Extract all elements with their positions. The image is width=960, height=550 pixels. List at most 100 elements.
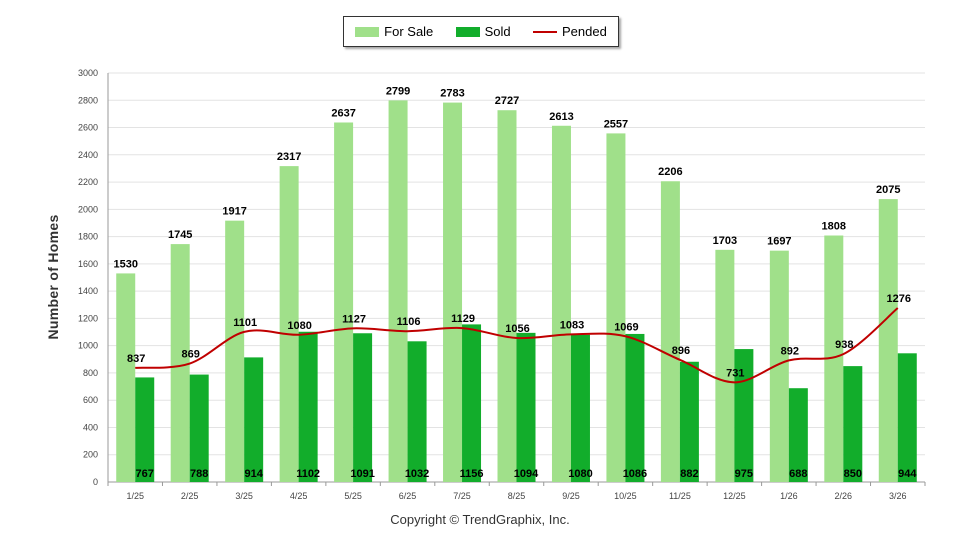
bar-sold [625,333,645,482]
y-tick-label: 1600 [78,259,98,269]
legend-swatch-for-sale [355,26,380,37]
x-tick-label: 5/25 [344,491,362,501]
x-tick-label: 1/26 [780,491,798,501]
data-label-sold: 1102 [296,468,320,480]
data-label-sold: 975 [735,468,753,480]
data-label-pended: 1069 [614,321,638,333]
bar-for-sale [551,125,571,483]
bar-for-sale [225,220,245,483]
bar-for-sale [824,235,844,482]
legend: For Sale Sold Pended [343,16,619,47]
data-label-for-sale: 1917 [222,206,246,218]
y-tick-label: 400 [83,422,98,432]
bar-sold [897,353,917,482]
bar-sold [353,333,373,482]
data-label-for-sale: 1530 [113,258,137,270]
x-tick-label: 3/25 [235,491,253,501]
bar-for-sale [660,181,680,483]
bar-sold [516,332,536,482]
y-tick-label: 200 [83,450,98,460]
bar-sold [189,374,209,482]
data-label-for-sale: 2799 [386,85,410,97]
data-label-sold: 1156 [460,468,484,480]
bar-sold [407,341,427,482]
bar-for-sale [170,244,190,482]
bar-for-sale [715,249,735,482]
y-tick-label: 0 [93,477,98,487]
data-label-pended: 892 [781,345,799,357]
data-label-for-sale: 2206 [658,166,682,178]
data-label-sold: 1086 [623,468,647,480]
bar-for-sale [279,166,299,482]
bar-for-sale [497,110,517,483]
legend-item-pended: Pended [532,24,607,39]
legend-label-pended: Pended [561,24,607,39]
x-tick-label: 8/25 [508,491,526,501]
y-tick-label: 600 [83,395,98,405]
x-tick-label: 1/25 [126,491,144,501]
legend-label-for-sale: For Sale [384,24,434,39]
y-tick-label: 2600 [78,123,98,133]
series-line-pended [135,307,899,384]
data-label-sold: 944 [898,468,917,480]
bar-for-sale [769,250,789,482]
data-label-pended: 1101 [233,317,257,329]
data-label-sold: 850 [844,468,862,480]
legend-item-for-sale: For Sale [355,24,433,39]
data-label-pended: 1080 [287,320,311,332]
data-label-for-sale: 2637 [331,107,355,119]
data-label-for-sale: 1745 [168,229,192,241]
x-tick-label: 2/26 [835,491,853,501]
y-tick-label: 2200 [78,177,98,187]
bar-for-sale [388,100,408,482]
data-label-for-sale: 2317 [277,151,301,163]
bar-for-sale [606,133,626,482]
bar-sold [298,331,318,482]
bar-for-sale [116,273,136,482]
data-label-pended: 896 [672,345,690,357]
y-axis-label: Number of Homes [45,214,61,340]
data-label-pended: 1129 [451,313,475,325]
bar-sold [843,366,863,482]
data-label-for-sale: 1703 [713,235,737,247]
legend-label-sold: Sold [484,24,511,39]
data-label-sold: 1080 [568,468,592,480]
legend-swatch-pended [532,30,557,33]
data-label-for-sale: 2075 [876,184,900,196]
data-label-pended: 869 [182,349,200,361]
data-label-sold: 767 [136,468,154,480]
data-label-pended: 1106 [397,316,421,328]
data-label-pended: 731 [726,367,744,379]
y-tick-label: 2800 [78,95,98,105]
bar-sold [135,377,155,482]
data-label-sold: 688 [789,468,807,480]
y-tick-label: 1800 [78,232,98,242]
data-label-pended: 1056 [505,323,529,335]
data-label-sold: 788 [190,468,208,480]
data-label-pended: 1276 [887,293,911,305]
y-tick-label: 1200 [78,313,98,323]
data-label-pended: 1083 [560,319,584,331]
x-tick-label: 12/25 [723,491,746,501]
y-tick-label: 1400 [78,286,98,296]
x-tick-label: 2/25 [181,491,199,501]
bar-for-sale [878,199,898,482]
y-tick-label: 2000 [78,204,98,214]
x-tick-label: 10/25 [614,491,637,501]
bar-sold [244,357,264,482]
data-label-sold: 1091 [350,468,374,480]
data-label-sold: 882 [680,468,698,480]
data-label-pended: 938 [835,339,853,351]
data-label-pended: 1127 [342,313,366,325]
x-tick-label: 7/25 [453,491,471,501]
bar-for-sale [334,122,354,482]
data-label-for-sale: 2613 [549,111,573,123]
copyright-text: Copyright © TrendGraphix, Inc. [390,512,570,527]
x-tick-label: 4/25 [290,491,308,501]
y-tick-label: 800 [83,368,98,378]
data-label-sold: 1032 [405,468,429,480]
data-label-sold: 914 [244,468,263,480]
x-tick-label: 6/25 [399,491,417,501]
data-label-for-sale: 2783 [440,88,464,100]
